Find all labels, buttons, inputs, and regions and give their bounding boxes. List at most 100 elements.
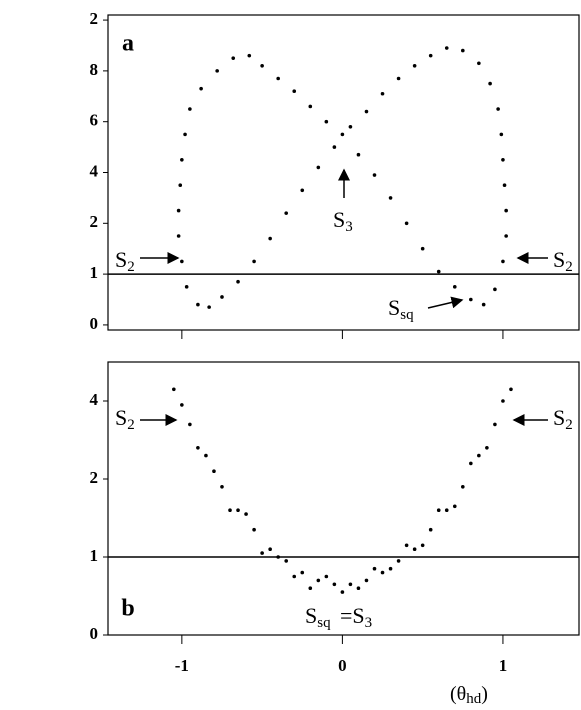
data-point bbox=[348, 124, 353, 129]
data-point bbox=[412, 64, 417, 68]
data-point bbox=[396, 559, 401, 563]
annotation-sub: sq bbox=[317, 615, 331, 631]
x-axis-label-main: (θ bbox=[450, 683, 466, 705]
data-point bbox=[452, 504, 457, 509]
annotation-text: S bbox=[305, 603, 317, 628]
data-point bbox=[488, 81, 492, 86]
data-point bbox=[348, 582, 353, 587]
data-point bbox=[372, 173, 377, 177]
annotation-text: S bbox=[553, 247, 565, 272]
data-point bbox=[380, 91, 385, 96]
y-tick-label: 0 bbox=[90, 314, 99, 333]
annotation-sub: 2 bbox=[127, 417, 135, 433]
data-point bbox=[196, 302, 200, 307]
data-point bbox=[340, 590, 345, 594]
data-point bbox=[316, 165, 321, 170]
data-point bbox=[388, 196, 393, 200]
data-point bbox=[215, 69, 219, 73]
data-point bbox=[292, 89, 297, 94]
data-point bbox=[324, 119, 329, 124]
annotation-text: =S bbox=[340, 603, 365, 628]
annotation: Ssq bbox=[388, 295, 414, 323]
data-point bbox=[276, 555, 280, 559]
annotation-text: S bbox=[115, 247, 127, 272]
data-point bbox=[504, 208, 508, 213]
data-point bbox=[284, 559, 289, 563]
data-point bbox=[180, 403, 184, 407]
x-tick-label: -1 bbox=[175, 656, 189, 675]
data-point bbox=[477, 61, 481, 66]
data-point bbox=[412, 547, 417, 551]
data-point bbox=[308, 104, 313, 109]
y-tick-label: 4 bbox=[90, 390, 99, 409]
annotation-sub: 3 bbox=[365, 615, 373, 631]
data-point bbox=[364, 578, 369, 583]
annotation: S2 bbox=[115, 247, 135, 275]
data-point bbox=[504, 234, 508, 238]
annotation-arrow bbox=[427, 296, 464, 309]
data-point bbox=[300, 570, 305, 575]
annotation: S2 bbox=[115, 405, 135, 433]
data-point bbox=[220, 295, 224, 299]
data-point bbox=[231, 56, 236, 60]
annotation-sub: 2 bbox=[565, 417, 573, 433]
data-point bbox=[236, 279, 240, 284]
data-point bbox=[372, 566, 377, 571]
x-axis-label-sub: hd bbox=[466, 691, 482, 707]
data-point bbox=[356, 152, 361, 157]
annotation-text: S bbox=[333, 207, 345, 232]
y-tick-label: 6 bbox=[90, 111, 99, 130]
data-point bbox=[260, 551, 264, 555]
data-point bbox=[252, 527, 256, 532]
annotation-text: S bbox=[115, 405, 127, 430]
data-point bbox=[461, 48, 465, 53]
annotation-sub: sq bbox=[400, 307, 414, 323]
data-point bbox=[247, 53, 252, 58]
y-tick-label: 1 bbox=[90, 263, 99, 282]
y-tick-label: 2 bbox=[90, 468, 99, 487]
annotation-text: S bbox=[388, 295, 400, 320]
data-point bbox=[276, 76, 280, 81]
data-point bbox=[204, 453, 208, 458]
annotation: S3 bbox=[333, 207, 353, 235]
plot-frame bbox=[107, 361, 580, 636]
data-point bbox=[183, 132, 187, 137]
data-point bbox=[176, 208, 181, 213]
data-point bbox=[176, 234, 181, 238]
data-point bbox=[404, 221, 409, 226]
data-point bbox=[184, 285, 189, 289]
data-point bbox=[364, 109, 369, 114]
data-point bbox=[493, 422, 497, 427]
data-point bbox=[178, 183, 183, 188]
data-point bbox=[180, 259, 184, 264]
data-point bbox=[268, 236, 272, 241]
data-point bbox=[207, 305, 211, 309]
x-axis-label: (θhd) bbox=[450, 683, 488, 708]
data-point bbox=[332, 582, 337, 587]
data-point bbox=[509, 387, 513, 392]
annotation: S2 bbox=[553, 247, 573, 275]
data-point bbox=[199, 86, 203, 91]
panel-label: a bbox=[122, 31, 134, 57]
y-tick-label: 4 bbox=[90, 161, 99, 180]
annotation: Ssq bbox=[305, 603, 331, 631]
data-point bbox=[444, 508, 449, 512]
data-point bbox=[244, 512, 248, 516]
data-point bbox=[485, 446, 489, 450]
data-point bbox=[481, 302, 486, 307]
data-point bbox=[502, 183, 507, 188]
x-axis-label-end: ) bbox=[481, 683, 488, 705]
annotation-sub: 2 bbox=[565, 259, 573, 275]
y-tick-label: 2 bbox=[90, 9, 99, 28]
data-point bbox=[493, 287, 497, 292]
y-tick-label: 1 bbox=[90, 546, 99, 565]
annotation-sub: 2 bbox=[127, 259, 135, 275]
data-point bbox=[180, 157, 184, 162]
data-point bbox=[220, 485, 224, 489]
panel-label: b bbox=[121, 596, 134, 622]
annotation-sub: 3 bbox=[345, 219, 353, 235]
data-point bbox=[396, 76, 401, 81]
data-point bbox=[428, 53, 433, 58]
data-point bbox=[316, 578, 321, 583]
x-tick-label: 0 bbox=[338, 656, 347, 675]
